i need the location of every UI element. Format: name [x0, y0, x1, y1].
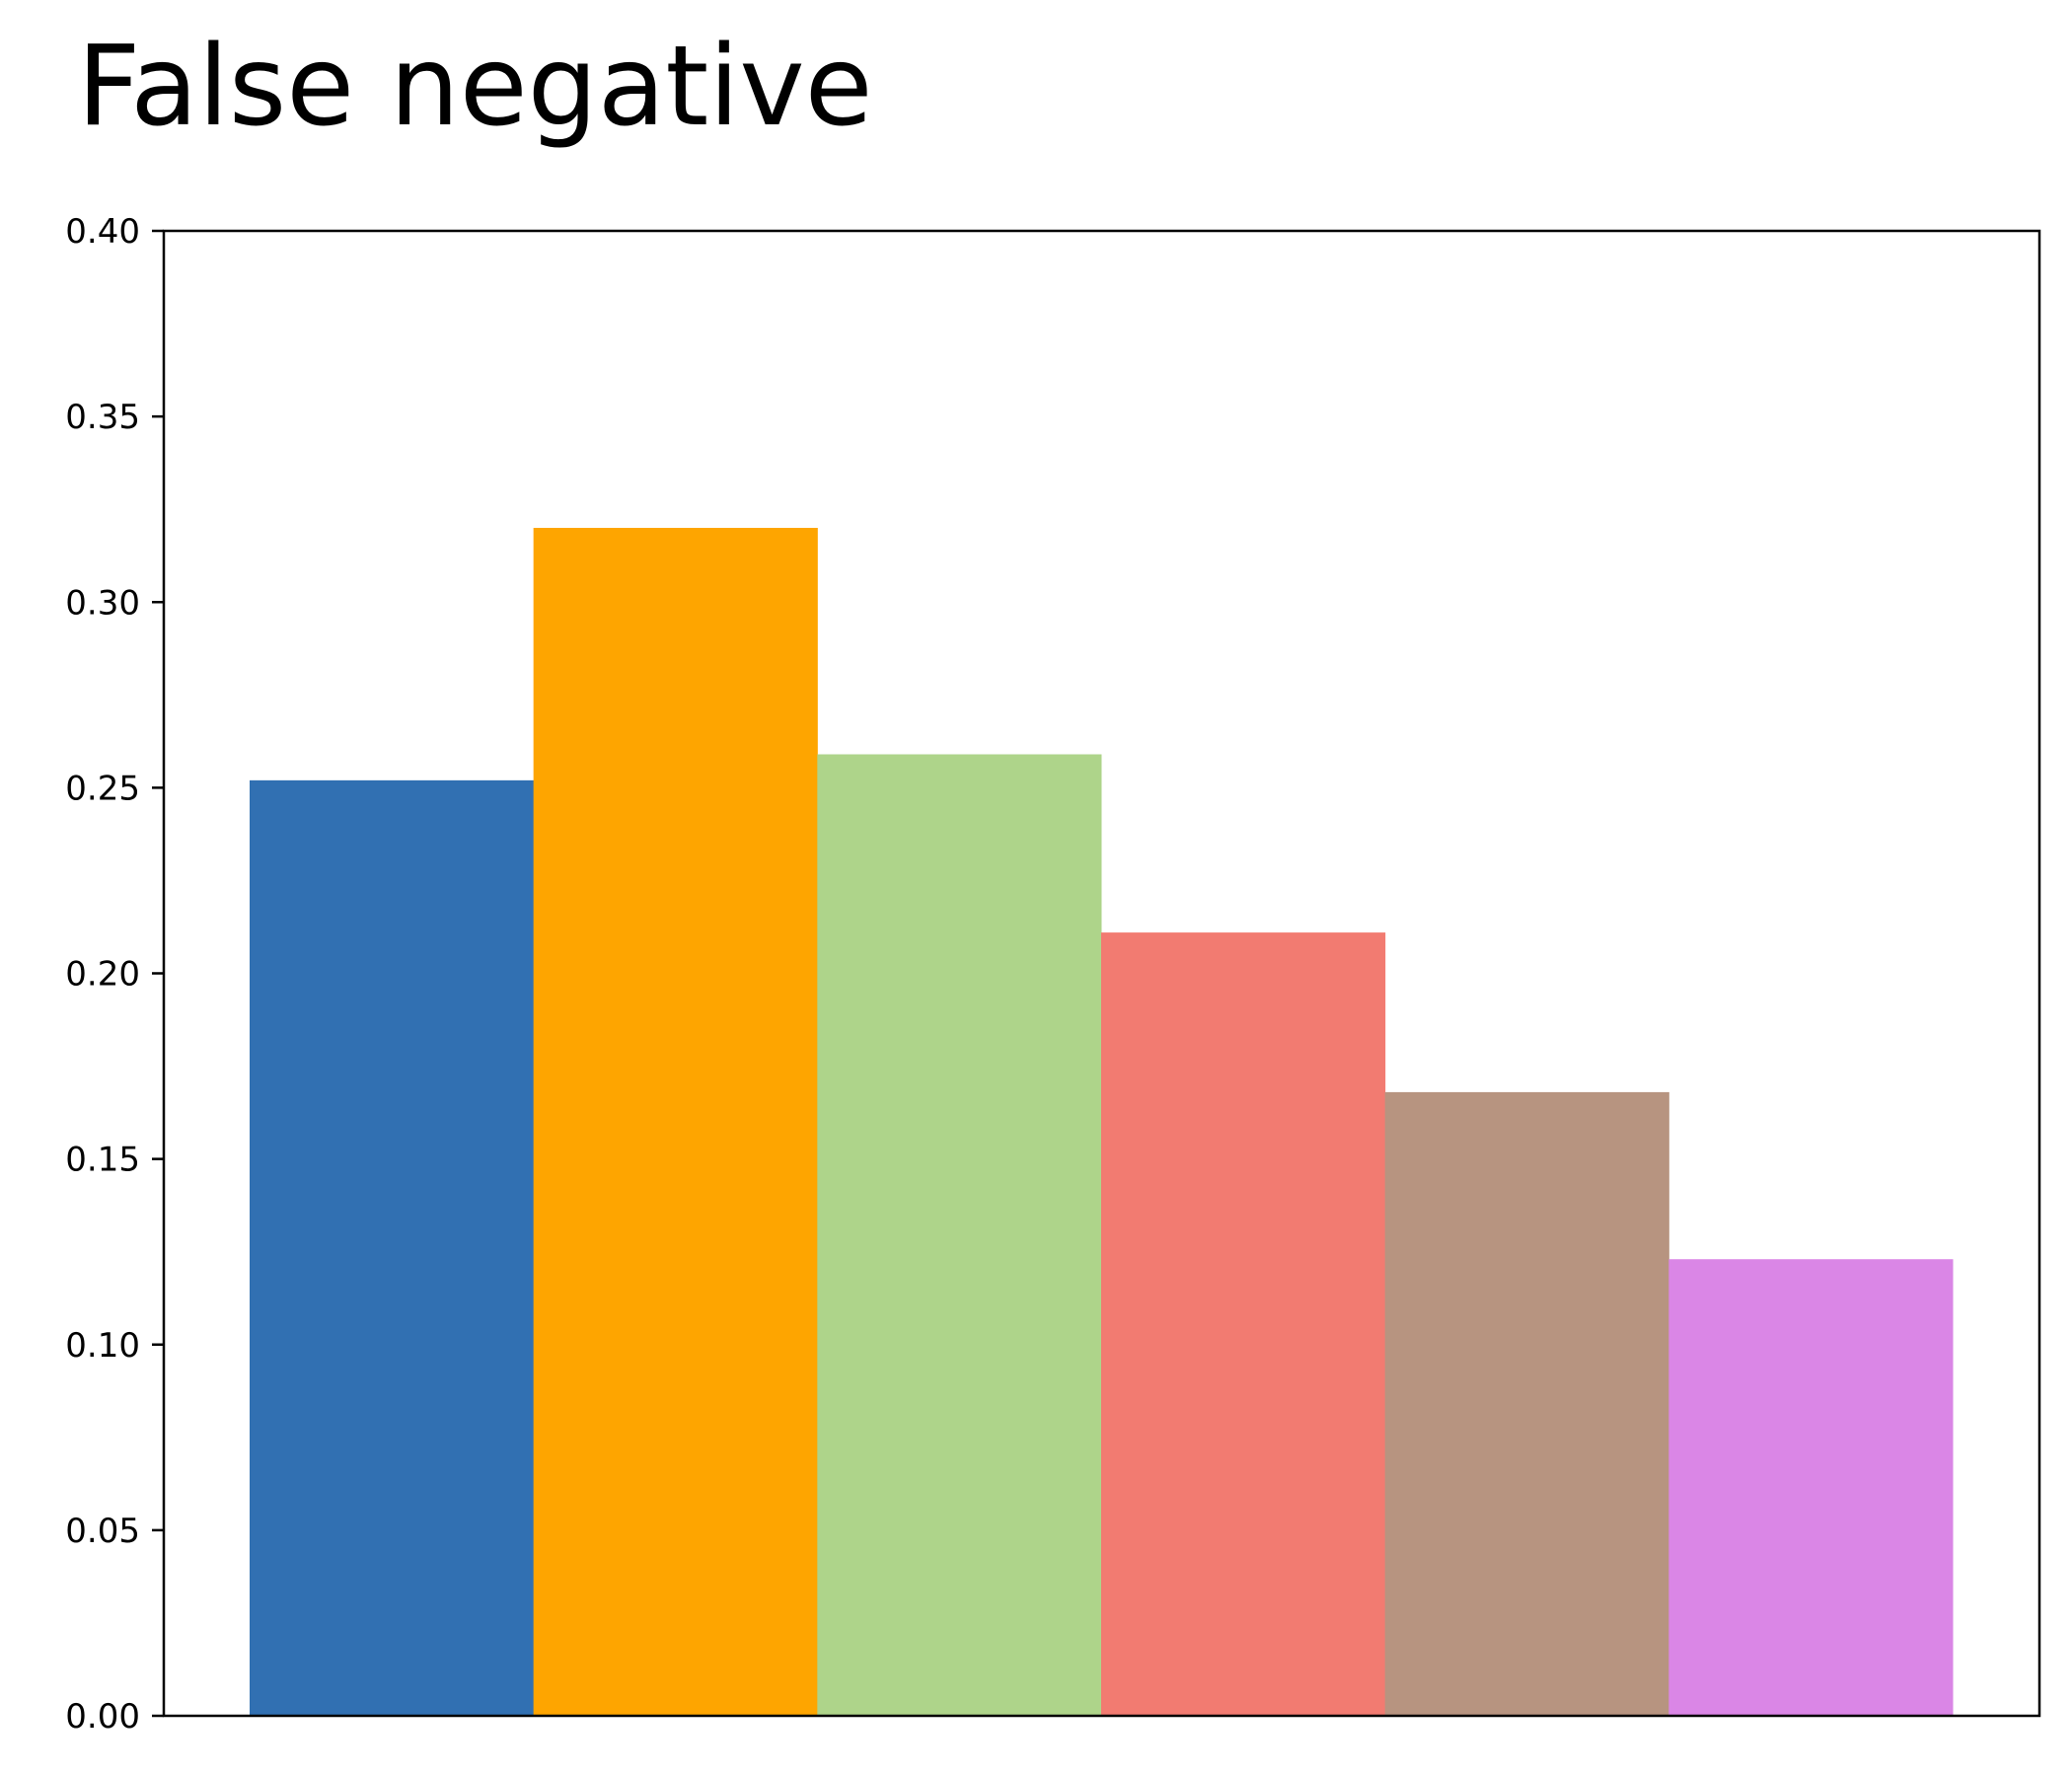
- y-tick-label: 0.20: [65, 955, 140, 995]
- y-axis: 0.00 0.05 0.10 0.15 0.20 0.25 0.30 0.35 0.40: [65, 212, 164, 1737]
- y-tick-label: 0.15: [65, 1141, 140, 1180]
- y-tick-label: 0.40: [65, 212, 140, 252]
- chart-title: False negative: [77, 23, 873, 151]
- bars-group: [250, 528, 1954, 1716]
- bar-6: [1668, 1259, 1954, 1716]
- bar-1: [250, 779, 535, 1716]
- y-tick-label: 0.30: [65, 583, 140, 623]
- bar-5: [1384, 1091, 1669, 1716]
- bar-4: [1101, 932, 1386, 1716]
- y-tick-label: 0.00: [65, 1697, 140, 1737]
- bar-2: [533, 528, 818, 1716]
- y-tick-label: 0.25: [65, 769, 140, 808]
- y-tick-label: 0.10: [65, 1326, 140, 1366]
- y-tick-label: 0.05: [65, 1512, 140, 1551]
- plot-frame: [162, 229, 2041, 1718]
- bar-3: [817, 754, 1102, 1716]
- y-tick-label: 0.35: [65, 398, 140, 437]
